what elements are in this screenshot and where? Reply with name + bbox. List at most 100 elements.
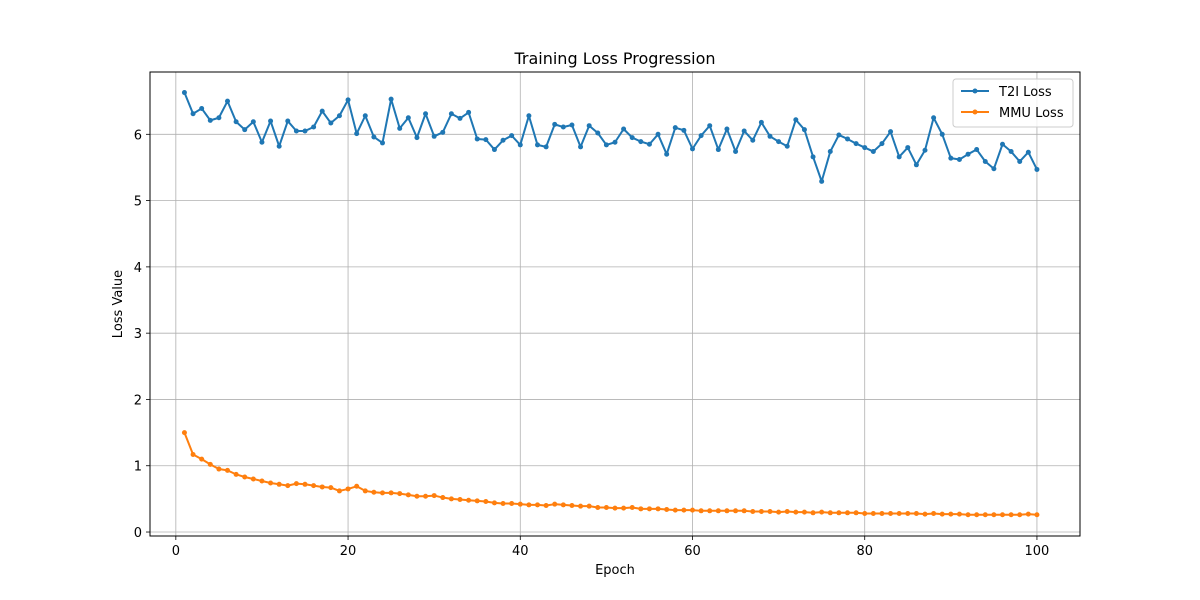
data-point-mmu-loss bbox=[733, 508, 739, 514]
data-point-mmu-loss bbox=[758, 508, 764, 514]
data-point-mmu-loss bbox=[552, 501, 558, 507]
data-point-mmu-loss bbox=[1008, 512, 1014, 518]
data-point-t2i-loss bbox=[440, 129, 446, 135]
data-point-t2i-loss bbox=[448, 111, 454, 117]
data-point-t2i-loss bbox=[285, 118, 291, 124]
data-point-t2i-loss bbox=[690, 146, 695, 152]
data-point-t2i-loss bbox=[500, 137, 506, 143]
data-point-mmu-loss bbox=[655, 506, 661, 512]
x-axis-label: Epoch bbox=[595, 563, 635, 578]
x-tick-label: 0 bbox=[172, 544, 180, 559]
data-point-mmu-loss bbox=[1025, 511, 1031, 517]
data-point-mmu-loss bbox=[293, 481, 299, 487]
series-group bbox=[181, 90, 1040, 518]
data-point-mmu-loss bbox=[259, 478, 265, 484]
data-point-mmu-loss bbox=[276, 481, 282, 487]
data-point-mmu-loss bbox=[569, 503, 575, 509]
x-tick-label: 40 bbox=[512, 544, 529, 559]
data-point-t2i-loss bbox=[862, 145, 868, 151]
data-point-mmu-loss bbox=[474, 498, 480, 504]
data-point-t2i-loss bbox=[664, 151, 670, 157]
data-point-t2i-loss bbox=[319, 108, 325, 114]
data-point-mmu-loss bbox=[982, 512, 988, 518]
data-point-t2i-loss bbox=[336, 113, 342, 119]
data-point-t2i-loss bbox=[991, 166, 997, 172]
data-point-mmu-loss bbox=[603, 505, 609, 510]
data-point-mmu-loss bbox=[845, 510, 850, 516]
data-point-mmu-loss bbox=[216, 466, 222, 472]
data-point-t2i-loss bbox=[672, 125, 678, 131]
data-point-t2i-loss bbox=[827, 149, 833, 155]
data-point-mmu-loss bbox=[233, 471, 239, 477]
data-point-t2i-loss bbox=[767, 133, 773, 139]
data-point-t2i-loss bbox=[354, 131, 360, 137]
data-point-mmu-loss bbox=[319, 484, 325, 490]
data-point-mmu-loss bbox=[491, 500, 497, 506]
data-point-mmu-loss bbox=[956, 511, 962, 517]
data-point-t2i-loss bbox=[517, 142, 523, 148]
data-point-t2i-loss bbox=[741, 128, 747, 134]
data-point-mmu-loss bbox=[776, 509, 782, 515]
data-point-mmu-loss bbox=[517, 501, 523, 507]
legend-marker-mmu bbox=[972, 109, 978, 115]
y-tick-label: 2 bbox=[134, 393, 142, 408]
data-point-t2i-loss bbox=[190, 111, 196, 117]
data-point-mmu-loss bbox=[612, 505, 618, 511]
data-point-mmu-loss bbox=[535, 502, 540, 508]
data-point-mmu-loss bbox=[991, 512, 997, 518]
data-point-t2i-loss bbox=[905, 145, 911, 151]
data-point-t2i-loss bbox=[311, 124, 317, 130]
x-tick-label: 60 bbox=[684, 544, 701, 559]
data-point-mmu-loss bbox=[578, 503, 584, 509]
data-point-t2i-loss bbox=[965, 151, 971, 157]
data-point-mmu-loss bbox=[457, 497, 463, 503]
data-point-mmu-loss bbox=[870, 510, 876, 516]
chart-title: Training Loss Progression bbox=[513, 49, 715, 68]
data-point-t2i-loss bbox=[225, 98, 230, 104]
axis-ticks: 0 20 40 60 80 100 0 1 2 3 4 5 6 bbox=[134, 128, 1050, 559]
data-point-mmu-loss bbox=[767, 508, 773, 514]
data-point-mmu-loss bbox=[405, 492, 411, 498]
data-point-t2i-loss bbox=[646, 141, 652, 147]
data-point-mmu-loss bbox=[715, 508, 721, 514]
data-point-mmu-loss bbox=[388, 490, 394, 496]
grid bbox=[150, 72, 1080, 536]
data-point-mmu-loss bbox=[543, 503, 549, 509]
y-tick-label: 1 bbox=[134, 460, 142, 475]
data-point-mmu-loss bbox=[371, 489, 377, 495]
data-point-mmu-loss bbox=[190, 451, 196, 457]
data-point-mmu-loss bbox=[466, 497, 472, 503]
data-point-mmu-loss bbox=[698, 508, 704, 514]
data-point-t2i-loss bbox=[328, 120, 334, 126]
data-point-t2i-loss bbox=[784, 143, 790, 149]
data-point-t2i-loss bbox=[423, 111, 429, 117]
data-point-mmu-loss bbox=[483, 499, 489, 505]
data-point-t2i-loss bbox=[586, 123, 592, 129]
data-point-mmu-loss bbox=[362, 488, 368, 494]
data-point-mmu-loss bbox=[595, 505, 601, 510]
data-point-mmu-loss bbox=[862, 510, 868, 516]
data-point-t2i-loss bbox=[431, 133, 437, 139]
series-mmu-loss bbox=[181, 430, 1040, 518]
data-point-t2i-loss bbox=[535, 142, 540, 148]
data-point-mmu-loss bbox=[939, 511, 945, 517]
data-point-t2i-loss bbox=[242, 127, 248, 133]
data-point-t2i-loss bbox=[707, 123, 713, 129]
y-tick-label: 5 bbox=[134, 195, 142, 210]
data-point-t2i-loss bbox=[181, 90, 187, 96]
data-point-t2i-loss bbox=[483, 137, 489, 143]
data-point-mmu-loss bbox=[526, 502, 532, 508]
data-point-t2i-loss bbox=[888, 129, 894, 135]
data-point-t2i-loss bbox=[474, 136, 480, 142]
data-point-t2i-loss bbox=[655, 131, 661, 137]
data-point-t2i-loss bbox=[715, 147, 721, 153]
data-point-mmu-loss bbox=[328, 485, 334, 491]
data-point-mmu-loss bbox=[586, 503, 592, 509]
data-point-t2i-loss bbox=[638, 139, 644, 145]
data-point-t2i-loss bbox=[948, 155, 954, 161]
data-point-t2i-loss bbox=[569, 122, 575, 128]
data-point-mmu-loss bbox=[888, 510, 894, 516]
data-point-t2i-loss bbox=[698, 133, 704, 139]
data-point-t2i-loss bbox=[922, 147, 928, 153]
